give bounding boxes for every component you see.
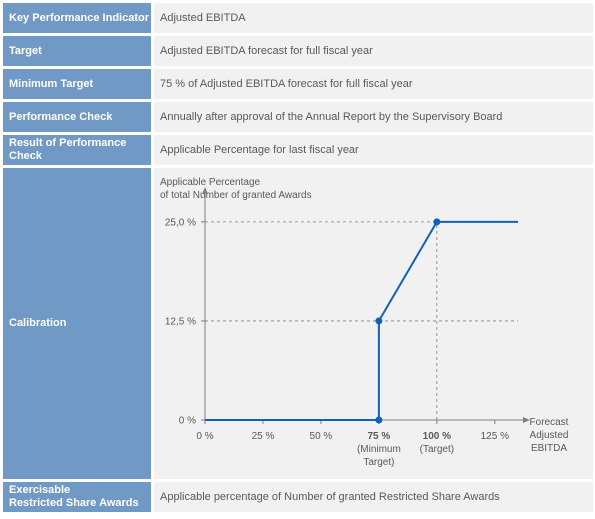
x-axis-arrow <box>523 417 530 423</box>
x-axis-title: Forecast <box>530 417 569 428</box>
row-label: Exercisable Restricted Share Awards <box>3 482 151 512</box>
row-label: Target <box>3 36 151 66</box>
row-label: Calibration <box>3 168 151 479</box>
data-point <box>375 416 383 424</box>
row-exercisable-restricted-share-awards: Exercisable Restricted Share Awards Appl… <box>3 482 593 512</box>
x-tick-label: 75 % <box>367 431 390 442</box>
row-key-performance-indicator: Key Performance Indicator Adjusted EBITD… <box>3 3 593 33</box>
row-calibration: Calibration Applicable Percentage of tota… <box>3 168 593 479</box>
row-minimum-target: Minimum Target 75 % of Adjusted EBITDA f… <box>3 69 593 99</box>
x-axis-title: Adjusted <box>530 430 569 441</box>
row-label: Minimum Target <box>3 69 151 99</box>
row-label: Performance Check <box>3 102 151 132</box>
row-target: Target Adjusted EBITDA forecast for full… <box>3 36 593 66</box>
row-value: Adjusted EBITDA <box>154 3 593 33</box>
x-axis-title: EBITDA <box>531 443 567 454</box>
row-value: Annually after approval of the Annual Re… <box>154 102 593 132</box>
x-tick-label: 125 % <box>481 431 509 442</box>
data-point <box>433 218 441 226</box>
x-tick-sublabel: (Target) <box>420 444 454 455</box>
y-axis-title: Applicable Percentage <box>160 177 261 188</box>
row-label: Result of Performance Check <box>3 135 151 165</box>
x-tick-label: 25 % <box>252 431 275 442</box>
y-axis-title: of total Number of granted Awards <box>160 190 312 201</box>
y-tick-label: 12,5 % <box>165 316 196 327</box>
row-value: Applicable percentage of Number of grant… <box>154 482 593 512</box>
row-value: Adjusted EBITDA forecast for full fiscal… <box>154 36 593 66</box>
x-tick-label: 100 % <box>423 431 451 442</box>
row-label: Key Performance Indicator <box>3 3 151 33</box>
calibration-chart: Applicable Percentage of total Number of … <box>160 177 569 468</box>
calibration-chart-cell: Applicable Percentage of total Number of … <box>154 168 593 479</box>
row-value: Applicable Percentage for last fiscal ye… <box>154 135 593 165</box>
row-value: 75 % of Adjusted EBITDA forecast for ful… <box>154 69 593 99</box>
y-tick-label: 25,0 % <box>165 217 196 228</box>
x-tick-sublabel: (Minimum <box>357 444 401 455</box>
x-tick-label: 50 % <box>310 431 333 442</box>
row-label-line: Exercisable <box>9 484 71 496</box>
x-tick-sublabel: Target) <box>363 457 394 468</box>
row-label-line: Restricted Share Awards <box>9 497 139 509</box>
data-point <box>375 317 383 325</box>
row-result-of-performance-check: Result of Performance Check Applicable P… <box>3 135 593 165</box>
x-tick-label: 0 % <box>196 431 213 442</box>
y-axis-arrow <box>202 187 208 194</box>
row-performance-check: Performance Check Annually after approva… <box>3 102 593 132</box>
y-tick-label: 0 % <box>179 416 196 427</box>
